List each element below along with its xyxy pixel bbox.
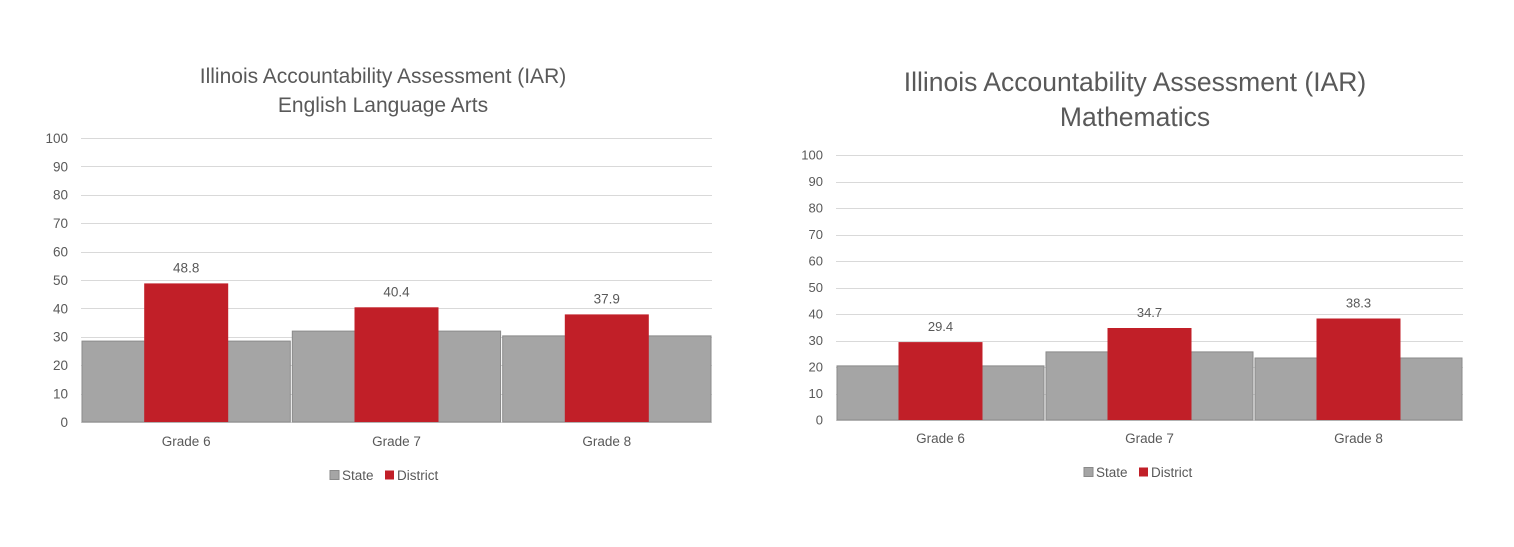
y-tick-label-90: 90 xyxy=(53,159,68,174)
y-tick-label-100: 100 xyxy=(45,131,68,146)
data-labels: 29.4 34.7 38.3 xyxy=(928,296,1371,335)
x-tick-label-grade-8: Grade 8 xyxy=(582,434,631,449)
y-tick-label-50: 50 xyxy=(809,280,823,295)
legend-swatch-state xyxy=(1083,467,1094,477)
bars xyxy=(836,318,1463,421)
x-axis-tick-labels: Grade 6 Grade 7 Grade 8 xyxy=(162,434,631,449)
chart-title: Illinois Accountability Assessment (IAR) xyxy=(200,65,566,88)
legend: State District xyxy=(1083,465,1192,480)
chart-subtitle: Mathematics xyxy=(1060,102,1210,132)
bar-district-grade-8 xyxy=(564,314,649,422)
bar-district-grade-6 xyxy=(898,342,983,420)
x-axis-tick-labels: Grade 6 Grade 7 Grade 8 xyxy=(916,431,1383,446)
bar-district-grade-8 xyxy=(1316,318,1401,420)
y-tick-label-10: 10 xyxy=(809,386,823,401)
legend-swatch-state xyxy=(329,470,340,480)
y-tick-label-70: 70 xyxy=(53,216,68,231)
x-tick-label-grade-7: Grade 7 xyxy=(372,434,421,449)
data-label-district-grade-6: 29.4 xyxy=(928,319,953,334)
x-tick-label-grade-8: Grade 8 xyxy=(1334,431,1383,446)
y-tick-label-40: 40 xyxy=(53,301,68,316)
y-tick-label-20: 20 xyxy=(53,358,68,373)
legend-label-district: District xyxy=(1151,465,1192,480)
x-tick-label-grade-6: Grade 6 xyxy=(916,431,965,446)
y-tick-label-0: 0 xyxy=(60,415,68,430)
legend-label-state: State xyxy=(1096,465,1128,480)
y-tick-label-100: 100 xyxy=(801,148,823,163)
legend-swatch-district xyxy=(1139,467,1148,477)
x-tick-label-grade-6: Grade 6 xyxy=(162,434,211,449)
y-tick-label-10: 10 xyxy=(53,387,68,402)
data-label-district-grade-8: 37.9 xyxy=(594,291,620,306)
legend-item-district: District xyxy=(1139,465,1192,480)
bar-district-grade-7 xyxy=(1107,328,1192,420)
bar-district-grade-7 xyxy=(354,307,439,422)
chart-title: Illinois Accountability Assessment (IAR) xyxy=(904,67,1366,97)
y-tick-label-50: 50 xyxy=(53,273,68,288)
data-labels: 48.8 40.4 37.9 xyxy=(173,260,620,306)
y-tick-label-80: 80 xyxy=(809,201,823,216)
legend: State District xyxy=(329,468,438,483)
chart-subtitle: English Language Arts xyxy=(278,94,488,117)
legend-item-state: State xyxy=(1083,465,1128,480)
y-tick-label-30: 30 xyxy=(809,333,823,348)
data-label-district-grade-7: 40.4 xyxy=(383,284,410,299)
y-tick-label-70: 70 xyxy=(809,227,823,242)
bars xyxy=(81,283,712,423)
data-label-district-grade-8: 38.3 xyxy=(1346,296,1371,311)
legend-label-state: State xyxy=(342,468,374,483)
legend-item-district: District xyxy=(385,468,438,483)
y-tick-label-20: 20 xyxy=(809,360,823,375)
y-tick-label-40: 40 xyxy=(809,307,823,322)
y-tick-label-80: 80 xyxy=(53,188,68,203)
legend-label-district: District xyxy=(397,468,438,483)
x-tick-label-grade-7: Grade 7 xyxy=(1125,431,1174,446)
y-tick-label-60: 60 xyxy=(53,245,68,260)
math-chart: Illinois Accountability Assessment (IAR)… xyxy=(801,67,1463,480)
y-tick-label-30: 30 xyxy=(53,330,68,345)
bar-district-grade-6 xyxy=(144,283,229,422)
y-tick-label-90: 90 xyxy=(809,174,823,189)
ela-chart: Illinois Accountability Assessment (IAR)… xyxy=(45,65,712,483)
legend-item-state: State xyxy=(329,468,374,483)
legend-swatch-district xyxy=(385,470,394,480)
y-tick-label-60: 60 xyxy=(809,254,823,269)
data-label-district-grade-7: 34.7 xyxy=(1137,305,1162,320)
y-axis-tick-labels: 0 10 20 30 40 50 60 70 80 90 100 xyxy=(45,131,68,430)
y-axis-tick-labels: 0 10 20 30 40 50 60 70 80 90 100 xyxy=(801,148,823,428)
y-tick-label-0: 0 xyxy=(816,413,823,428)
data-label-district-grade-6: 48.8 xyxy=(173,260,199,275)
